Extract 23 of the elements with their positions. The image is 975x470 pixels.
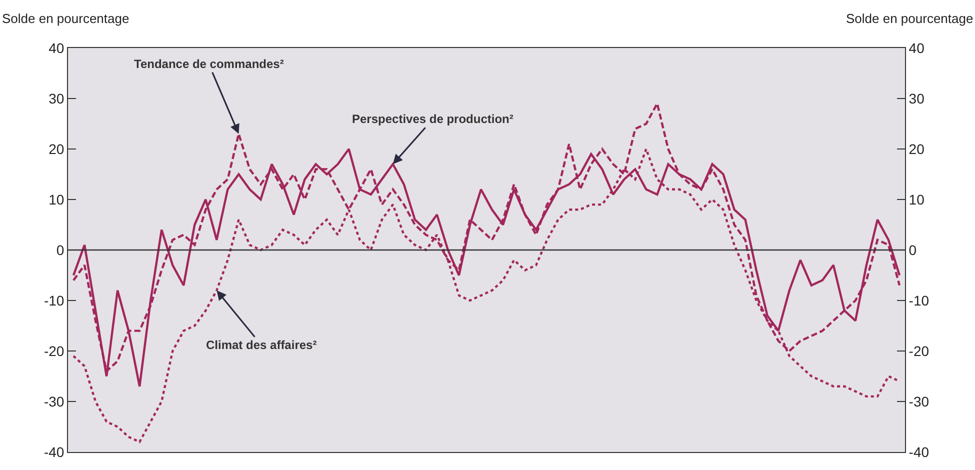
y2-tick-label: 0 <box>908 242 917 258</box>
y2-axis-title: Solde en pourcentage <box>846 11 974 26</box>
y-tick-label: 0 <box>56 242 64 258</box>
series-label: Perspectives de production² <box>352 112 514 126</box>
y-tick-label: 20 <box>48 140 64 157</box>
y2-tick-label: 40 <box>908 40 925 56</box>
y-tick-label: 10 <box>48 191 64 208</box>
y2-tick-label: -10 <box>908 292 930 308</box>
y-tick-label: 30 <box>48 90 64 106</box>
y2-tick-label: -30 <box>908 393 930 410</box>
y-tick-label: -40 <box>44 444 64 460</box>
y2-tick-label: -20 <box>908 342 930 359</box>
y2-tick-label: -40 <box>908 444 930 460</box>
text: Tendance de commandes² <box>134 57 284 71</box>
y-tick-label: -10 <box>44 292 64 308</box>
y-tick-label: 40 <box>48 40 64 56</box>
series-label: Climat des affaires² <box>206 338 317 352</box>
y-tick-label: -30 <box>44 393 64 410</box>
y2-tick-label: 20 <box>908 140 925 157</box>
y2-tick-label: 10 <box>908 191 925 208</box>
y-tick-label: -20 <box>44 342 64 359</box>
y2-tick-label: 30 <box>908 90 925 106</box>
y-axis-title: Solde en pourcentage <box>2 11 130 26</box>
